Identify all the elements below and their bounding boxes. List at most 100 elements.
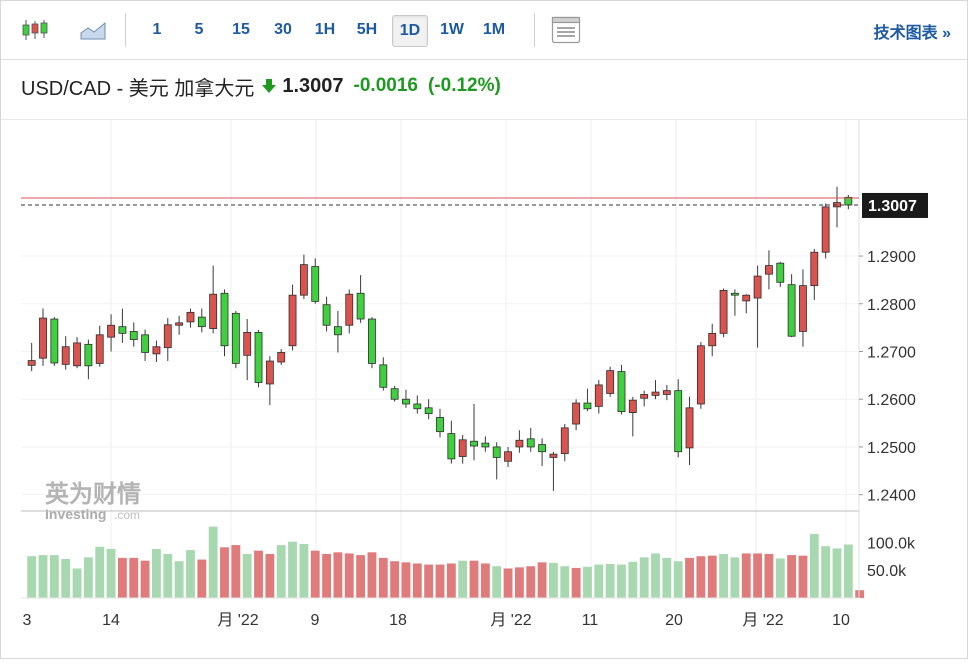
technical-chart-link[interactable]: 技术图表 » xyxy=(873,25,951,42)
watermark-suffix: .com xyxy=(114,508,140,522)
timeframe-30[interactable]: 30 xyxy=(274,21,292,38)
candle-body xyxy=(572,402,581,425)
volume-bar xyxy=(435,564,445,598)
volume-bar xyxy=(140,560,150,598)
candle-body xyxy=(730,292,739,296)
candle-body xyxy=(61,346,70,365)
candle xyxy=(368,317,376,369)
timeframe-1d[interactable]: 1D xyxy=(392,15,428,47)
price-chart-area[interactable]: 英为财情 Investing .com 1.2400 1.2500 1.2600 1.27… xyxy=(1,119,967,659)
candle xyxy=(719,288,728,338)
candle-body xyxy=(254,331,263,383)
x-axis-label: 20 xyxy=(665,612,683,629)
candle-body xyxy=(299,264,308,296)
candle xyxy=(345,289,354,334)
candle xyxy=(288,284,297,351)
volume-bar xyxy=(49,555,59,598)
x-axis-label: 3 xyxy=(23,612,32,629)
volume-bar xyxy=(594,564,604,598)
x-axis-label: 月 '22 xyxy=(490,612,531,629)
candle xyxy=(787,274,796,338)
quote-header: USD/CAD - 美元 加拿大元 1.3007 -0.0016 (-0.12%… xyxy=(21,71,501,101)
candle-body xyxy=(197,316,206,328)
candle-body xyxy=(674,390,683,453)
volume-bar xyxy=(276,545,286,598)
candle xyxy=(549,451,558,491)
volume-bar xyxy=(299,543,309,598)
candle xyxy=(685,396,694,466)
candle xyxy=(799,269,807,347)
x-axis-label: 月 '22 xyxy=(217,612,258,629)
timeframe-1w[interactable]: 1W xyxy=(440,21,464,38)
current-price-label: 1.3007 xyxy=(868,198,917,215)
candle xyxy=(572,399,581,431)
chart-overlay: 1.3007 xyxy=(21,192,928,218)
candle-body xyxy=(424,407,433,414)
timeframe-1h[interactable]: 1H xyxy=(314,21,336,38)
candle-body xyxy=(844,196,853,206)
volume-bar xyxy=(469,560,479,598)
volume-bar xyxy=(821,546,831,598)
toolbar-divider xyxy=(125,13,126,47)
timeframe-5[interactable]: 5 xyxy=(194,21,204,38)
candle-body xyxy=(810,251,819,287)
price-tick-label: 1.2700 xyxy=(867,344,916,361)
volume-bar xyxy=(651,553,660,598)
chart-settings-icon[interactable] xyxy=(549,15,583,45)
candle-body xyxy=(651,391,660,396)
candle xyxy=(753,265,762,348)
candle-body xyxy=(186,311,195,323)
area-chart-icon[interactable] xyxy=(77,15,109,45)
candle xyxy=(560,424,569,462)
price-tick-label: 1.2900 xyxy=(867,249,916,266)
candle xyxy=(470,403,478,461)
candle xyxy=(311,258,320,304)
timeframe-5h[interactable]: 5H xyxy=(356,21,378,38)
candle xyxy=(662,384,671,401)
candle-body xyxy=(560,427,569,455)
candle-body xyxy=(277,352,286,363)
last-price: 1.3007 xyxy=(282,74,344,97)
candle xyxy=(651,380,660,400)
candle xyxy=(606,366,615,397)
volume-bar xyxy=(639,557,649,598)
timeframe-1m[interactable]: 1M xyxy=(482,21,506,38)
candle-body xyxy=(662,390,671,395)
volume-bar xyxy=(367,552,377,598)
candle-body xyxy=(640,394,649,399)
candle-body xyxy=(492,446,501,458)
volume-bar xyxy=(514,567,524,598)
x-axis-label: 18 xyxy=(389,612,407,629)
candle xyxy=(220,289,229,357)
volume-bar xyxy=(537,562,547,598)
volume-bar xyxy=(322,553,331,598)
candle xyxy=(515,430,524,453)
volume-bar xyxy=(798,555,808,598)
candle xyxy=(163,318,172,362)
volume-bar xyxy=(208,526,218,598)
candle xyxy=(334,310,342,353)
candle-body xyxy=(765,265,773,275)
candle xyxy=(39,308,47,366)
candlestick-chart-icon[interactable] xyxy=(17,15,53,45)
volume-bar xyxy=(492,566,502,598)
candle-body xyxy=(390,388,399,400)
volume-bar xyxy=(549,562,558,598)
candle xyxy=(538,438,546,467)
candle xyxy=(152,340,161,362)
volume-bar xyxy=(526,566,536,598)
candle xyxy=(402,389,410,408)
candle xyxy=(231,310,240,369)
current-price-badge: 1.3007 xyxy=(862,192,928,218)
volume-bar xyxy=(458,560,468,598)
volume-bar xyxy=(310,550,320,598)
candle xyxy=(118,308,127,343)
timeframe-1[interactable]: 1 xyxy=(152,21,162,38)
timeframe-15[interactable]: 15 xyxy=(232,21,250,38)
volume-bar xyxy=(617,564,626,598)
price-tick-label: 1.2400 xyxy=(867,488,916,505)
volume-bar xyxy=(117,557,127,598)
instrument-name: USD/CAD - 美元 加拿大元 xyxy=(21,77,255,100)
